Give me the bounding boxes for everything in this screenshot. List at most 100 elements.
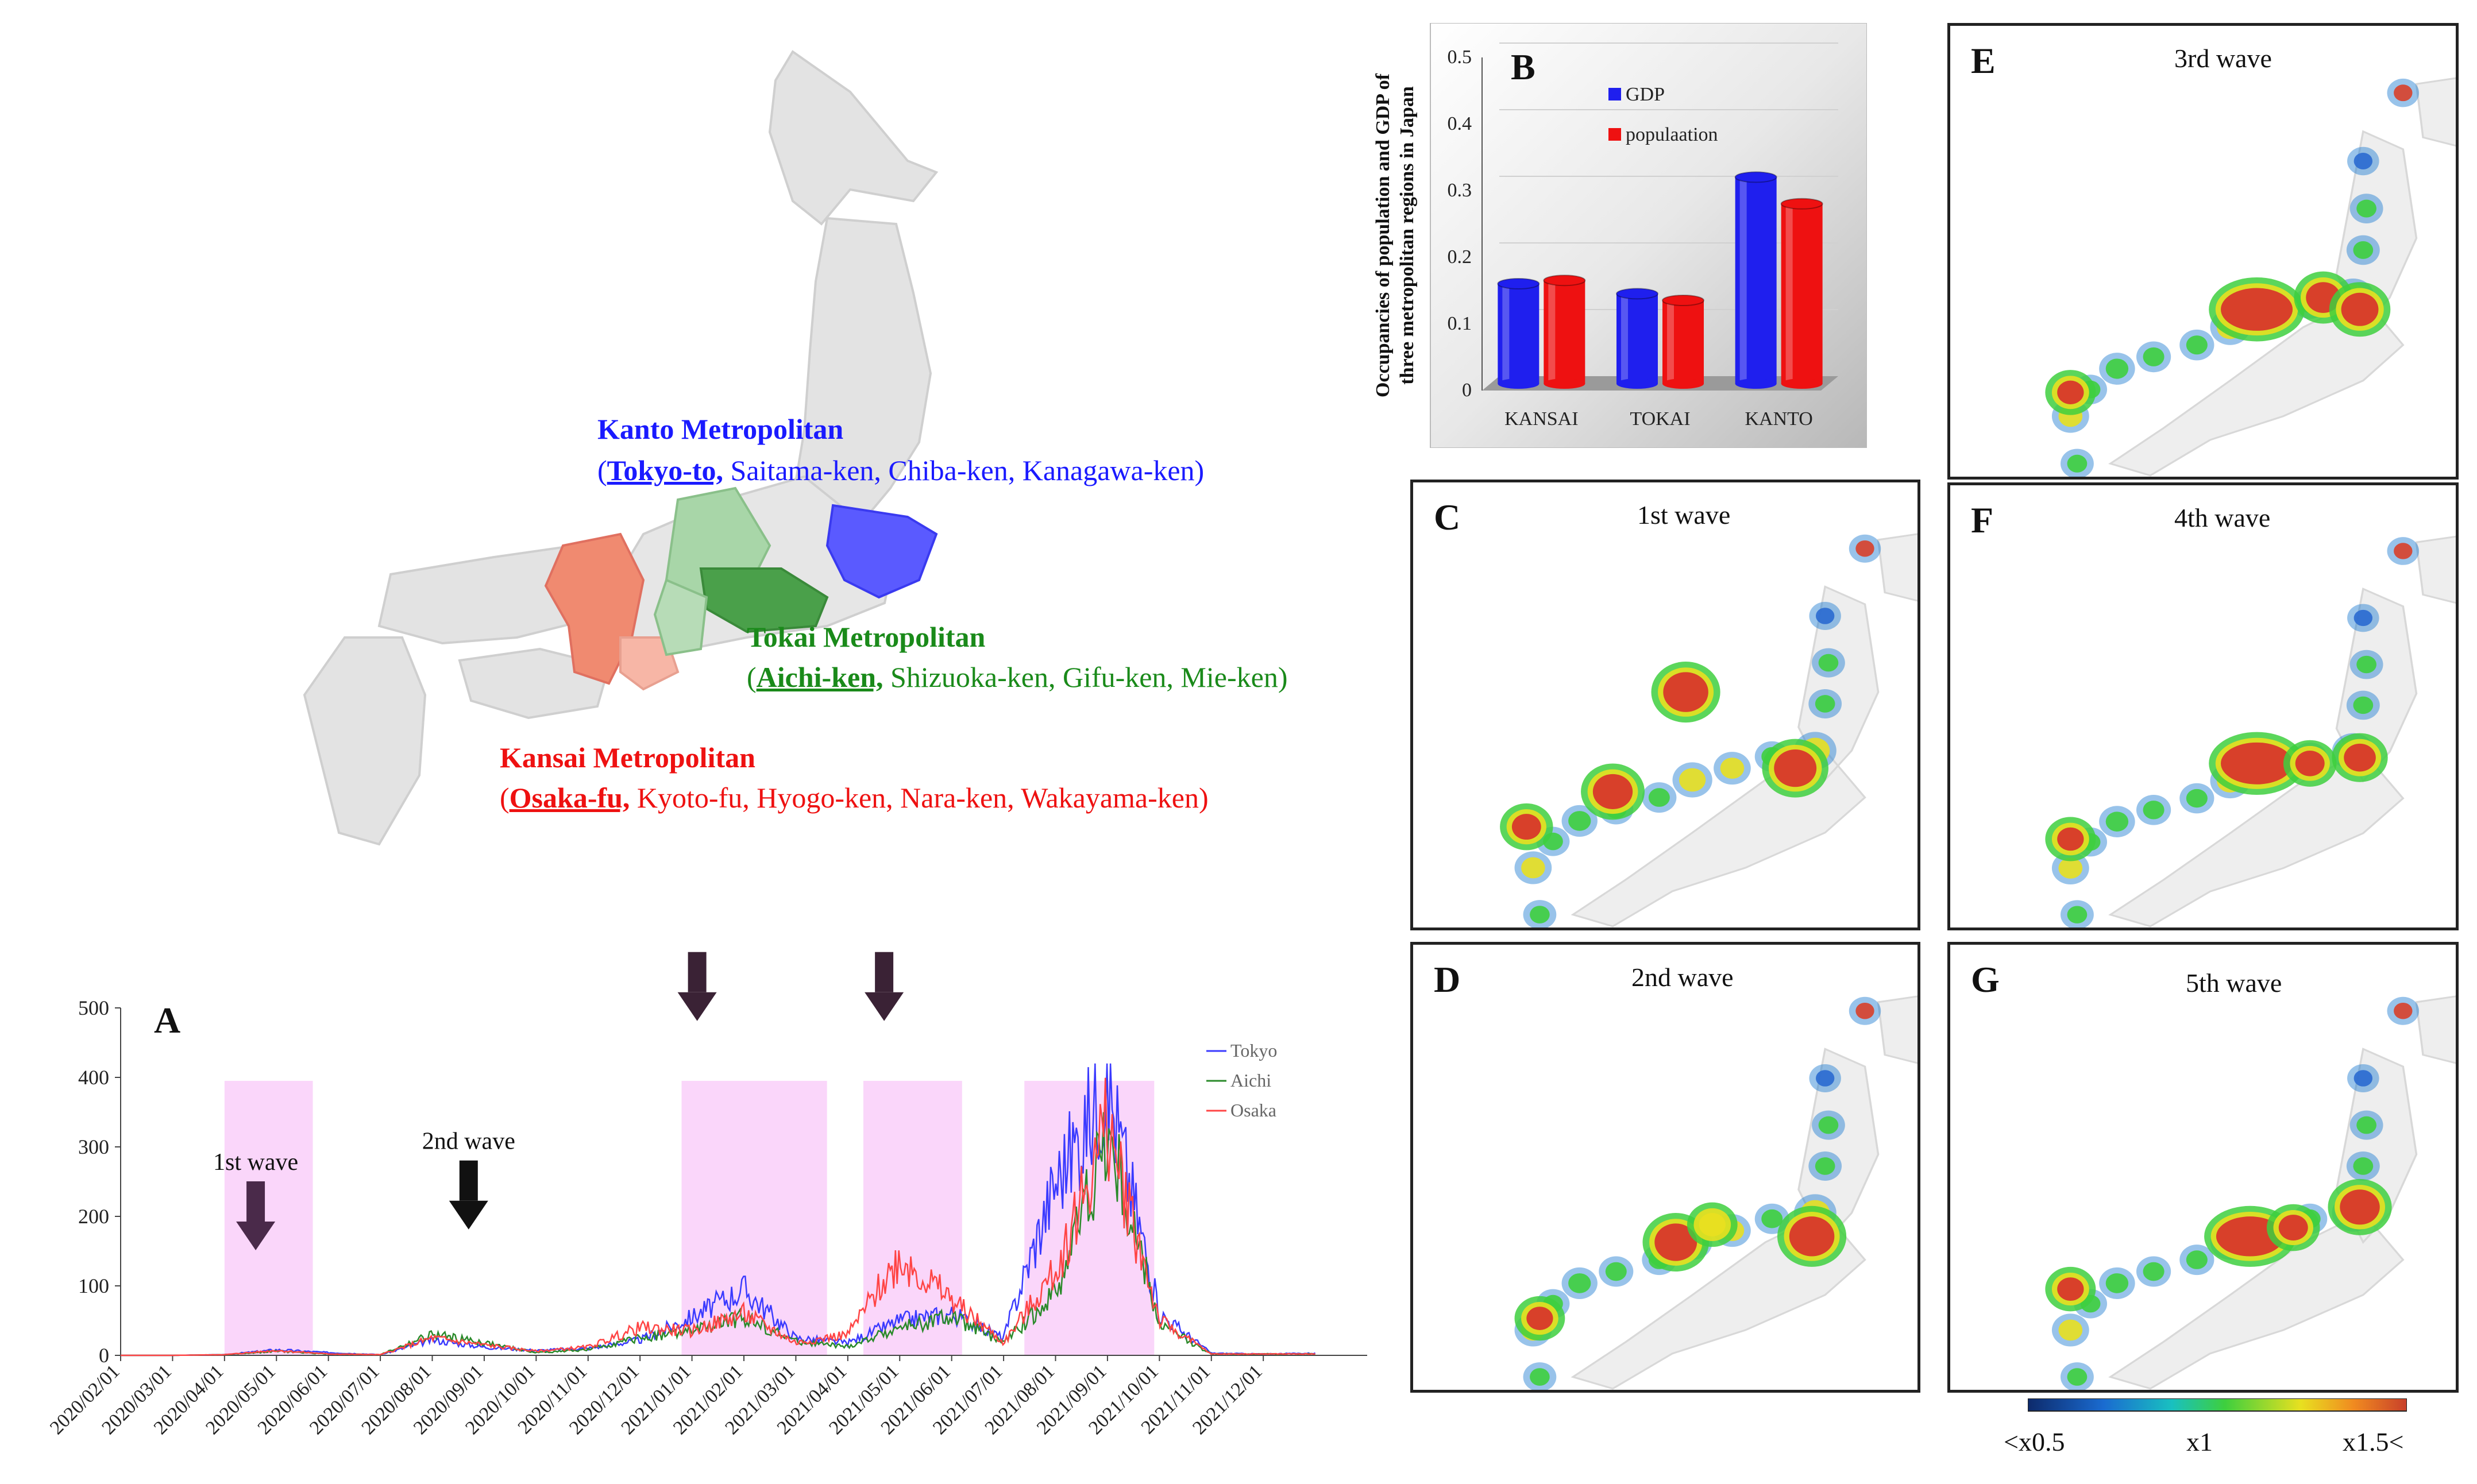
chart-a-wave-label: 4th wave [840,942,928,946]
heatmap-spot [1568,811,1591,831]
heatmap-spot [2105,1273,2129,1293]
chart-b-bar [1616,293,1658,384]
heatmap-layer [1514,995,1917,1390]
chart-a-arrow-head [677,992,717,1021]
chart-a-ytick: 300 [78,1135,109,1158]
chart-b-bar-highlight [1739,177,1747,384]
chart-b-bar-top [1543,275,1586,287]
heatmap-spot [1816,608,1835,624]
chart-a-ytick: 100 [78,1274,109,1297]
chart-a-lines [121,1063,1316,1357]
chart-a-arrow-head [865,992,904,1021]
tokai-prefectures: (Aichi-ken, Shizuoka-ken, Gifu-ken, Mie-… [747,660,1287,694]
heatmap-hotspot [2340,1189,2380,1225]
kanto-prefectures: (Tokyo-to, Saitama-ken, Chiba-ken, Kanag… [597,454,1204,487]
heatmap-hotspot [2278,1215,2308,1240]
chart-a-wave-span [863,1081,962,1355]
heatmap-layer [1500,533,1917,928]
heatmap-spot [1815,695,1835,713]
heatmap-spot [1818,1116,1839,1134]
panel-c: C 1st wave [1410,480,1920,930]
chart-a-arrow-shaft [875,952,894,992]
chart-a-ytick: 200 [78,1205,109,1228]
heatmap-spot [2105,811,2129,832]
chart-b-bar-base [1544,378,1585,389]
chart-b-bar-highlight [1621,293,1628,384]
chart-b-ytick: 0.4 [1448,113,1472,134]
kansai-paren: ( [500,782,510,814]
kansai-title: Kansai Metropolitan [500,741,755,774]
chart-b-legend-label: populaation [1626,124,1718,145]
heatmap-spot [1816,1070,1835,1087]
heatmap-hotspot [1774,749,1817,787]
heatmap-spot [2067,454,2088,473]
chart-b-bar-base [1498,378,1540,389]
chart-a-arrow-head [449,1200,488,1230]
heatmap-hotspot [2341,292,2379,326]
chart-b-bar-highlight [1548,280,1556,384]
panel-e: E 3rd wave [1947,23,2459,480]
panel-g-letter: G [1971,959,2000,1000]
chart-b-bar-top [1497,278,1540,289]
panel-e-letter: E [1971,40,1996,81]
chart-b-bar [1662,300,1704,384]
panel-d-title: 2nd wave [1631,963,1734,992]
chart-a-wave-label: 1st wave [213,1149,298,1176]
panel-d-heatmap [1514,995,1917,1390]
heatmap-spot [2353,153,2373,169]
heatmap-layer [2045,535,2456,928]
panel-e-heatmap [2045,77,2456,477]
heatmap-hotspot [1663,672,1708,712]
chart-b-bar-base [1662,378,1704,389]
heatmap-hotspot [2295,751,2325,776]
heatmap-spot [1679,768,1706,792]
heatmap-spot [2394,543,2413,559]
chart-a-series-line [121,1077,1315,1357]
heatmap-spot [2105,358,2129,379]
chart-b-bar-top [1616,288,1658,300]
heatmap-spot [2186,335,2208,355]
chart-b-ytick: 0 [1462,380,1472,401]
panel-f-letter: F [1971,500,1994,540]
panel-f-title: 4th wave [2174,503,2271,532]
heatmap-landmass [2108,535,2456,928]
chart-a-arrow-head [236,1222,276,1250]
chart-b-bar-highlight [1667,300,1674,384]
chart-a-legend-label: Aichi [1230,1070,1271,1091]
tokai-paren: ( [747,661,757,693]
chart-a-wave-label: 2nd wave [422,1129,515,1155]
heatmap-hotspot [2057,380,2084,404]
chart-a-wave-label: 3rdt wave [649,942,745,946]
heatmap-hotspot [2057,827,2084,851]
panel-d-letter: D [1434,959,1461,1000]
chart-b-bar-top [1734,171,1777,183]
heatmap-spot [1815,1157,1835,1175]
panel-f: F 4th wave [1947,482,2459,930]
chart-a: 01002003004005002020/02/012020/03/012020… [46,942,1367,1439]
heatmap-landmass [1571,995,1917,1390]
heatmap-spot [2356,199,2376,218]
chart-b-ytick: 0.3 [1448,180,1472,201]
chart-b-legend-swatch [1608,88,1621,101]
heatmap-layer [2045,77,2456,477]
heatmap-spot [1530,906,1550,923]
chart-b-bar-top [1662,295,1704,306]
heatmap-hotspot [1789,1216,1835,1257]
heatmap-landmass [1571,533,1917,928]
heatmap-hotspot [2221,288,2293,331]
chart-a-ytick: 500 [78,996,109,1019]
chart-a-legend-label: Tokyo [1230,1040,1277,1061]
heatmap-spot [1648,788,1670,807]
chart-b-bar-highlight [1502,284,1510,384]
kansai-rest: Kyoto-fu, Hyogo-ken, Nara-ken, Wakayama-… [630,782,1209,814]
chart-b-bar-base [1781,378,1823,389]
chart-a-wave-span [224,1081,313,1355]
heatmap-spot [1605,1262,1627,1281]
heatmap-spot [2058,1319,2083,1341]
kanto-rest: Saitama-ken, Chiba-ken, Kanagawa-ken) [723,454,1205,486]
kanto-region [825,504,938,599]
chart-b-axes: 0 0.1 0.2 0.3 0.4 0.5 KANSAI TOKAI KANTO GDP popul… [1448,47,1813,430]
chart-b-ylabel-line2: three metropolitan regions in Japan [1396,86,1418,385]
chart-b-bar-base [1735,378,1777,389]
heatmap-spot [2186,789,2208,808]
